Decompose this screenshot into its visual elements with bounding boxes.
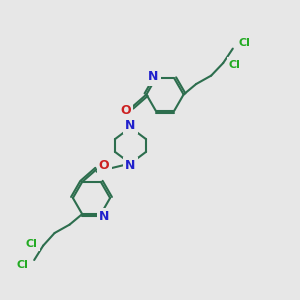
Text: O: O (99, 159, 110, 172)
Text: Cl: Cl (229, 59, 241, 70)
Text: Cl: Cl (17, 260, 29, 270)
Text: O: O (120, 104, 131, 117)
Text: Cl: Cl (238, 38, 250, 48)
Text: N: N (125, 119, 136, 132)
Text: Cl: Cl (26, 239, 38, 249)
Text: N: N (148, 70, 158, 83)
Text: N: N (99, 210, 110, 223)
Text: N: N (125, 159, 136, 172)
